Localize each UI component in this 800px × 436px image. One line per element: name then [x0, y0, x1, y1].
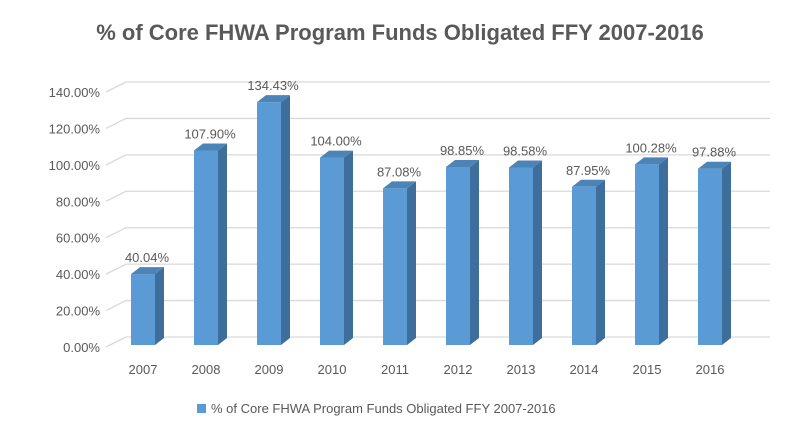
bar-front — [446, 166, 470, 345]
bar-2007: 40.04% 2007 — [125, 250, 170, 377]
x-tick-label: 2010 — [318, 362, 347, 377]
gridline — [105, 190, 770, 202]
y-tick-label: 100.00% — [49, 158, 101, 173]
data-label: 134.43% — [247, 78, 299, 93]
bar-2016: 97.88% 2016 — [692, 145, 737, 377]
x-tick-label: 2015 — [633, 362, 662, 377]
x-tick-label: 2012 — [444, 362, 473, 377]
bar-top — [635, 157, 668, 165]
legend-label: % of Core FHWA Program Funds Obligated F… — [211, 401, 556, 416]
bar-2009: 134.43% 2009 — [247, 78, 299, 377]
bar-2011: 87.08% 2011 — [377, 164, 422, 377]
data-label: 98.85% — [440, 143, 485, 158]
y-tick-label: 120.00% — [49, 121, 101, 136]
bar-side — [533, 160, 542, 345]
bar-front — [194, 150, 218, 345]
y-tick-label: 60.00% — [56, 231, 101, 246]
x-tick-label: 2014 — [570, 362, 599, 377]
y-tick-label: 20.00% — [56, 304, 101, 319]
bar-2015: 100.28% 2015 — [625, 140, 677, 377]
x-tick-label: 2013 — [507, 362, 536, 377]
bar-side — [470, 159, 479, 345]
x-tick-label: 2011 — [381, 362, 409, 377]
x-tick-label: 2008 — [192, 362, 221, 377]
bar-front — [572, 186, 596, 345]
bar-side — [218, 143, 227, 345]
data-label: 100.28% — [625, 140, 677, 155]
bar-side — [659, 157, 668, 345]
bar-top — [572, 179, 605, 187]
y-tick-label: 40.00% — [56, 267, 101, 282]
bar-front — [320, 157, 344, 345]
bar-2014: 87.95% 2014 — [566, 163, 611, 377]
y-tick-label: 80.00% — [56, 194, 101, 209]
bar-side — [344, 150, 353, 345]
x-tick-label: 2007 — [129, 362, 158, 377]
bar-top — [320, 150, 353, 158]
gridline — [105, 227, 770, 239]
y-tick-label: 0.00% — [63, 340, 100, 355]
gridline — [105, 336, 770, 348]
bar-front — [257, 102, 281, 345]
bar-top — [194, 143, 227, 151]
data-label: 97.88% — [692, 145, 737, 160]
legend-swatch — [197, 404, 206, 413]
bar-2013: 98.58% 2013 — [503, 143, 548, 377]
data-label: 87.08% — [377, 164, 422, 179]
bar-front — [131, 274, 155, 345]
bar-front — [509, 167, 533, 345]
data-label: 98.58% — [503, 143, 548, 158]
gridline — [105, 81, 770, 93]
bar-top — [257, 95, 290, 103]
bar-2010: 104.00% 2010 — [310, 134, 362, 377]
bar-top — [698, 161, 731, 169]
bar-front — [635, 164, 659, 345]
data-label: 87.95% — [566, 163, 611, 178]
data-label: 107.90% — [184, 126, 236, 141]
bar-front — [698, 168, 722, 345]
bar-side — [281, 95, 290, 345]
legend: % of Core FHWA Program Funds Obligated F… — [197, 401, 556, 416]
bar-top — [383, 181, 416, 189]
gridline — [105, 299, 770, 312]
gridline — [105, 154, 770, 166]
gridline — [105, 117, 770, 130]
bar-2008: 107.90% 2008 — [184, 126, 236, 377]
gridline — [105, 263, 770, 275]
data-label: 104.00% — [310, 134, 362, 149]
data-label: 40.04% — [125, 250, 170, 265]
bar-side — [407, 181, 416, 345]
bar-2012: 98.85% 2012 — [440, 143, 485, 377]
y-tick-label: 140.00% — [49, 85, 101, 100]
bar-side — [722, 161, 731, 345]
bar-top — [131, 267, 164, 275]
bar-top — [446, 159, 479, 167]
x-tick-label: 2016 — [696, 362, 725, 377]
bar-top — [509, 160, 542, 168]
bar-side — [155, 267, 164, 345]
x-tick-label: 2009 — [255, 362, 284, 377]
chart-title: % of Core FHWA Program Funds Obligated F… — [96, 20, 704, 45]
bar-side — [596, 179, 605, 345]
bar-front — [383, 188, 407, 345]
